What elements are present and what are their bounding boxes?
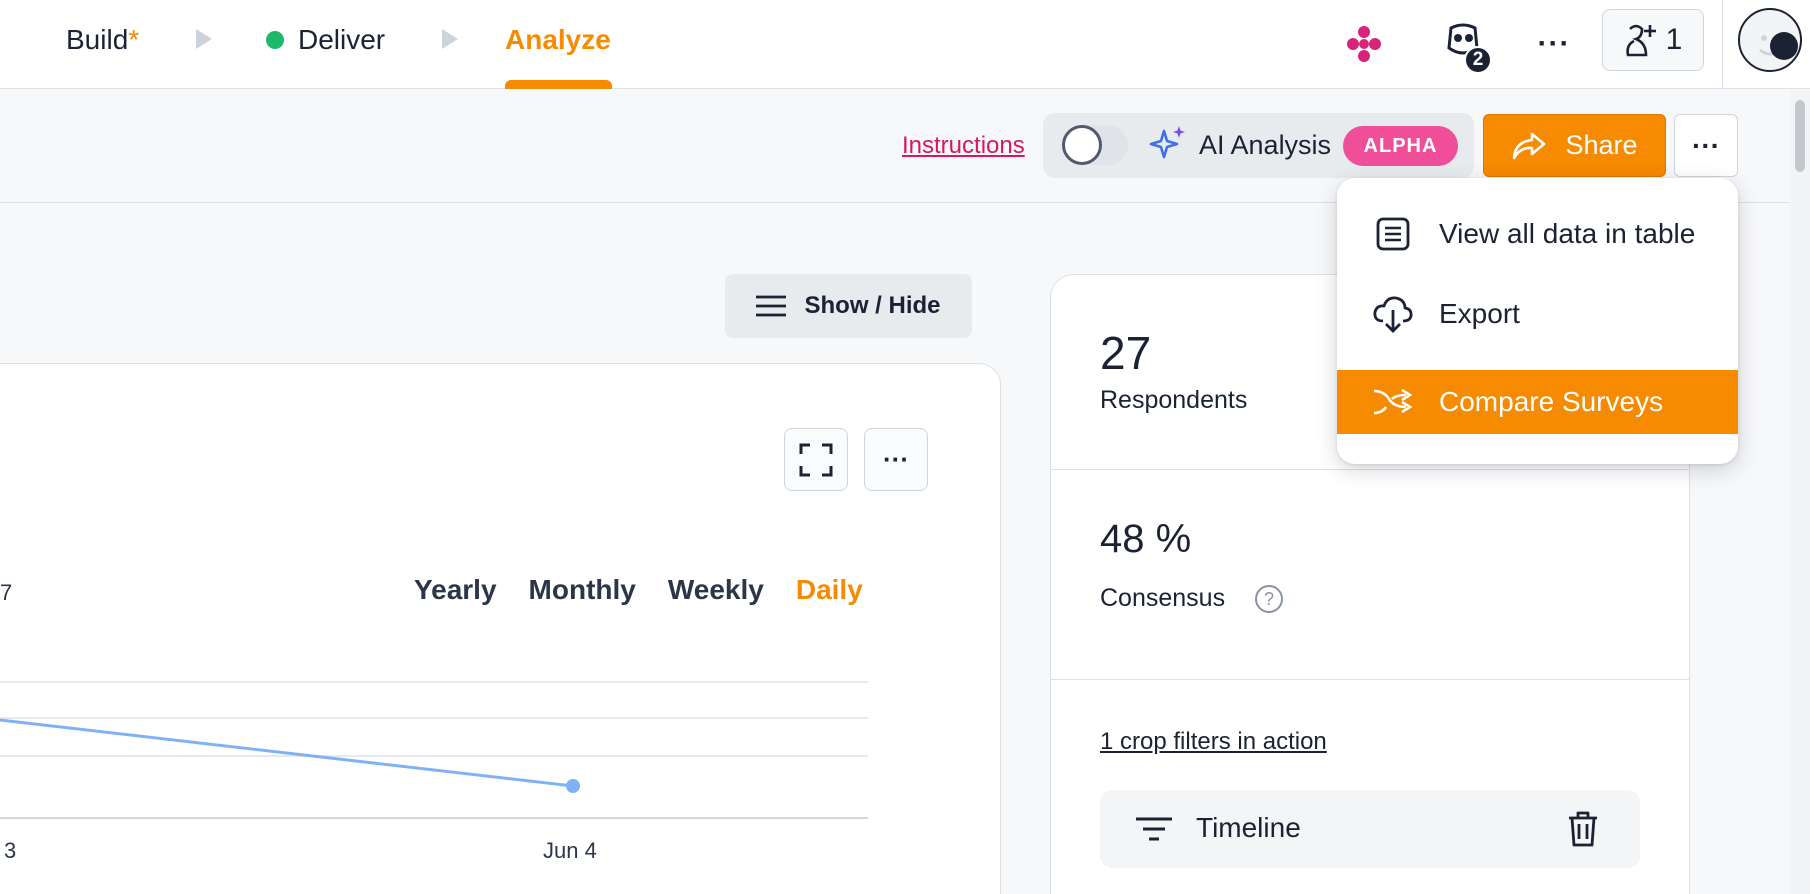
menu-item-compare-surveys[interactable]: Compare Surveys [1337, 370, 1738, 434]
ai-analysis-label: AI Analysis [1199, 130, 1332, 160]
data-point[interactable] [566, 779, 580, 793]
alpha-badge: ALPHA [1343, 126, 1458, 166]
top-navigation-bar: Build * Deliver Analyze 2 ··· [0, 0, 1810, 89]
menu-item-export[interactable]: Export [1337, 282, 1738, 346]
step-build-label: Build [66, 24, 129, 55]
status-dot-icon [266, 31, 284, 49]
menu-item-label: Export [1439, 298, 1520, 329]
chart-more-button[interactable]: ··· [864, 428, 928, 491]
respondents-count: 27 [1100, 327, 1152, 379]
divider [1050, 469, 1690, 470]
step-deliver[interactable]: Deliver [266, 20, 385, 60]
toggle-knob [1062, 125, 1102, 165]
filter-icon [1136, 817, 1172, 841]
scrollbar-thumb[interactable] [1795, 100, 1805, 172]
more-actions-button[interactable]: ··· [1674, 114, 1738, 177]
sparkle-icon [1149, 126, 1185, 159]
expand-icon [799, 443, 833, 476]
tab-daily[interactable]: Daily [795, 574, 863, 605]
cloud-download-icon [1371, 292, 1415, 336]
show-hide-button[interactable]: Show / Hide [725, 274, 972, 338]
invite-collaborators-button[interactable]: 1 [1602, 9, 1704, 71]
avatar-status-icon [1770, 32, 1798, 60]
step-analyze-label: Analyze [505, 24, 611, 55]
scrollbar-track[interactable] [1790, 90, 1810, 894]
more-actions-dropdown: View all data in table Export Compare Su… [1337, 178, 1738, 464]
instructions-link[interactable]: Instructions [902, 132, 1025, 159]
fullscreen-button[interactable] [784, 428, 848, 491]
user-avatar[interactable] [1738, 8, 1802, 72]
step-separator-icon [442, 29, 458, 49]
step-deliver-label: Deliver [298, 24, 386, 55]
crop-filters-link[interactable]: 1 crop filters in action [1100, 728, 1327, 755]
menu-item-view-all-data[interactable]: View all data in table [1337, 202, 1738, 266]
tab-yearly[interactable]: Yearly [414, 574, 497, 605]
tab-weekly[interactable]: Weekly [667, 574, 764, 605]
timeline-filter-row: Timeline [1100, 790, 1640, 868]
active-step-indicator [505, 80, 612, 89]
menu-item-label: Compare Surveys [1439, 386, 1664, 417]
period-tabs: Yearly Monthly Weekly Daily [414, 574, 863, 606]
share-arrow-icon [1513, 132, 1546, 159]
respondents-label: Respondents [1100, 386, 1248, 414]
tab-monthly[interactable]: Monthly [528, 574, 636, 605]
add-person-icon [1625, 24, 1656, 57]
table-list-icon [1371, 212, 1415, 256]
step-build[interactable]: Build * [66, 20, 139, 60]
timeline-label: Timeline [1196, 812, 1301, 843]
divider [1722, 0, 1723, 89]
chart-cropped-text: 7 [0, 580, 13, 605]
timeline-chart: 3 Jun 4 [0, 681, 868, 860]
compare-arrows-icon [1371, 380, 1415, 424]
assistant-robot-icon[interactable]: 2 [1438, 18, 1492, 74]
series-line [0, 718, 574, 788]
share-button[interactable]: Share [1483, 114, 1666, 177]
show-hide-label: Show / Hide [804, 292, 941, 319]
step-separator-icon [196, 29, 212, 49]
x-tick-label: Jun 4 [543, 838, 597, 860]
help-icon[interactable]: ? [1255, 585, 1283, 613]
unsaved-marker: * [128, 24, 140, 55]
brand-logo-icon[interactable] [1340, 18, 1388, 70]
ai-analysis-toggle[interactable] [1062, 125, 1128, 165]
more-options-icon[interactable]: ··· [1537, 27, 1571, 60]
menu-item-label: View all data in table [1439, 218, 1696, 249]
step-analyze[interactable]: Analyze [505, 20, 611, 60]
consensus-label: Consensus [1100, 584, 1226, 612]
menu-lines-icon [756, 295, 787, 317]
share-label: Share [1565, 130, 1638, 160]
consensus-value: 48 % [1100, 517, 1192, 561]
notification-badge: 2 [1464, 46, 1492, 74]
invite-count: 1 [1665, 23, 1683, 56]
x-tick-label: 3 [4, 838, 16, 860]
trash-icon[interactable] [1566, 810, 1600, 848]
divider [1050, 679, 1690, 680]
